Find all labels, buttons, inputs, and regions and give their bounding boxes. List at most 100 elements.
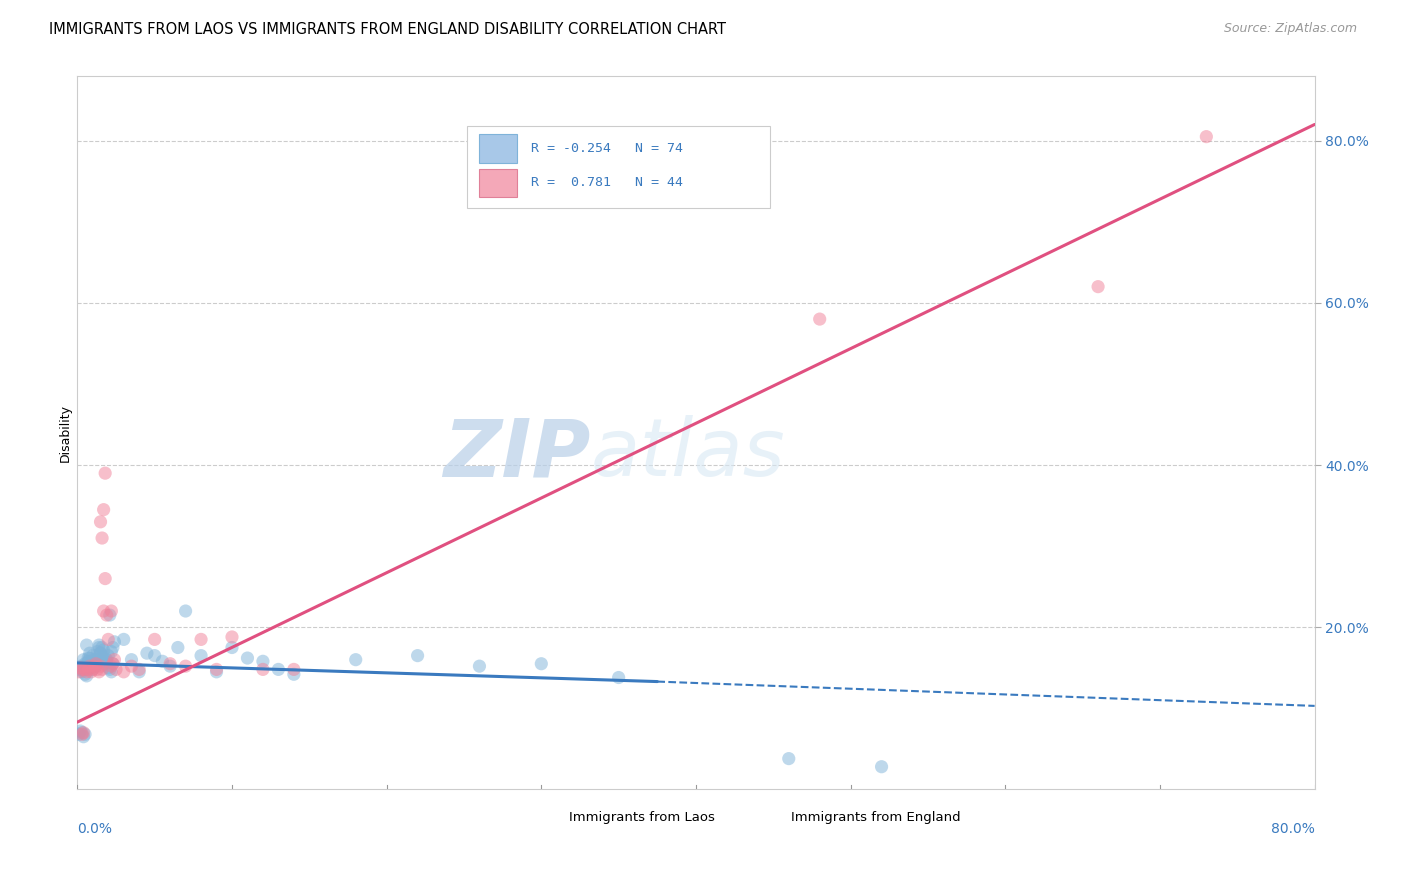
Point (79, 659, 101, 673)
Point (267, 662, 290, 676)
Point (67, 665, 90, 679)
Point (75, 727, 96, 741)
Point (72, 659, 94, 673)
Point (87, 640, 110, 655)
Point (100, 644, 122, 658)
Point (143, 648, 166, 663)
Point (174, 604, 197, 618)
Text: R =  0.781   N = 44: R = 0.781 N = 44 (531, 177, 683, 189)
Point (93, 502, 115, 516)
Point (808, 312, 831, 326)
Point (159, 657, 181, 671)
Point (91, 654, 114, 668)
Point (530, 657, 553, 671)
Point (1087, 279, 1109, 293)
Point (67, 662, 90, 676)
Point (94, 466, 117, 480)
Point (98, 608, 121, 623)
Point (72, 725, 94, 739)
Point (69, 659, 91, 673)
Point (94, 572, 117, 586)
Point (86, 644, 108, 658)
Bar (745, 811, 779, 823)
Point (103, 635, 125, 649)
Point (76, 638, 98, 652)
Point (101, 657, 124, 671)
Text: Immigrants from England: Immigrants from England (792, 811, 960, 823)
Point (143, 632, 166, 647)
Point (82, 648, 104, 663)
Point (174, 659, 197, 673)
Point (283, 667, 305, 681)
Point (75, 667, 96, 681)
Text: R = -0.254   N = 74: R = -0.254 N = 74 (531, 142, 683, 155)
Point (101, 657, 124, 671)
Point (468, 659, 491, 673)
Point (79, 646, 101, 660)
Point (69, 661, 91, 675)
Point (87, 638, 110, 652)
Point (96, 608, 118, 623)
Point (93, 604, 115, 618)
Point (77, 651, 100, 665)
Text: atlas: atlas (591, 415, 786, 493)
Point (75, 662, 96, 676)
Point (80, 661, 103, 675)
Point (190, 632, 212, 647)
Point (84, 657, 107, 671)
Point (70, 662, 93, 676)
Point (90, 646, 111, 660)
Point (221, 630, 243, 644)
Point (86, 653, 108, 667)
Point (70, 727, 93, 741)
Text: 0.0%: 0.0% (77, 822, 112, 836)
Point (152, 654, 174, 668)
Point (96, 655, 118, 669)
Point (77, 662, 100, 676)
Point (93, 643, 115, 657)
Point (205, 665, 228, 679)
Bar (523, 811, 557, 823)
Point (79, 651, 101, 665)
Point (83, 657, 105, 671)
Point (91, 662, 114, 676)
Point (100, 659, 122, 673)
Point (80, 657, 103, 671)
Text: 80.0%: 80.0% (1271, 822, 1315, 836)
Point (86, 662, 108, 676)
Point (77, 654, 100, 668)
Text: Immigrants from Laos: Immigrants from Laos (568, 811, 714, 823)
Point (112, 665, 135, 679)
Point (344, 653, 367, 667)
Point (128, 662, 150, 676)
Point (97, 661, 120, 675)
Point (70, 665, 93, 679)
Point (72, 730, 94, 744)
Point (1195, 129, 1218, 144)
Point (870, 760, 893, 774)
Point (93, 651, 115, 665)
Point (205, 662, 228, 676)
Point (96, 653, 118, 667)
Point (121, 653, 143, 667)
Point (252, 662, 274, 676)
Point (121, 659, 143, 673)
Point (87, 665, 110, 679)
Point (100, 665, 122, 679)
Point (406, 648, 429, 663)
Point (67, 727, 90, 741)
Point (70, 725, 93, 739)
FancyBboxPatch shape (467, 126, 770, 208)
Text: ZIP: ZIP (443, 415, 591, 493)
Point (167, 640, 190, 655)
Point (236, 651, 259, 665)
Bar (479, 135, 516, 163)
Point (159, 659, 181, 673)
Point (90, 646, 111, 660)
Point (83, 653, 105, 667)
Point (90, 515, 111, 529)
Point (82, 662, 104, 676)
Text: IMMIGRANTS FROM LAOS VS IMMIGRANTS FROM ENGLAND DISABILITY CORRELATION CHART: IMMIGRANTS FROM LAOS VS IMMIGRANTS FROM … (49, 22, 727, 37)
Point (91, 531, 114, 545)
Text: Source: ZipAtlas.com: Source: ZipAtlas.com (1223, 22, 1357, 36)
